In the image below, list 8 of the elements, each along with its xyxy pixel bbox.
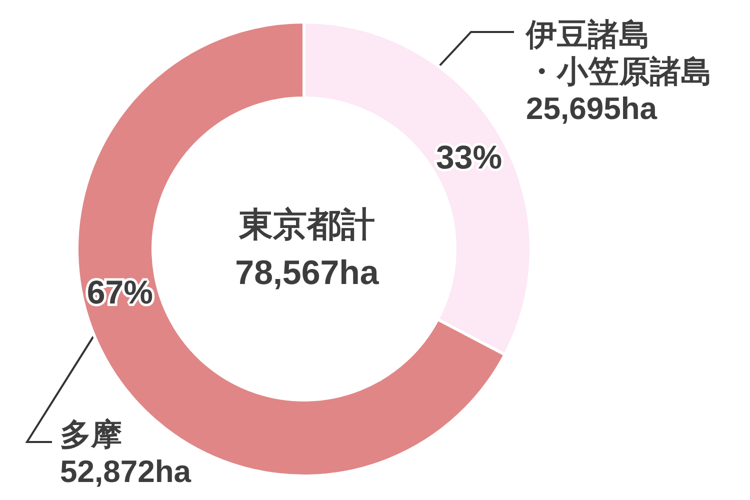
text: 東京都計 [238, 206, 375, 244]
data-label: 52,872ha [60, 454, 192, 489]
text: 78,567ha [235, 254, 380, 292]
slice-label: 伊豆諸島・小笠原諸島 [525, 17, 712, 89]
text: 67% [86, 273, 153, 310]
text: 33% [436, 138, 502, 176]
slice-label: 多摩 [60, 417, 122, 452]
data-label: 25,695ha [526, 91, 658, 126]
